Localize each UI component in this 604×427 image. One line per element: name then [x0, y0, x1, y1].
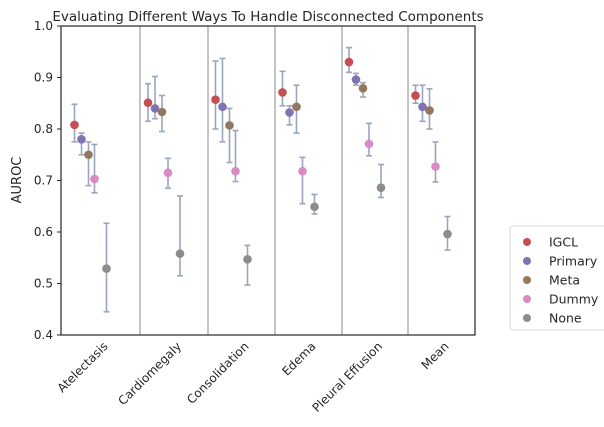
x-tick-label: Cardiomegaly — [115, 339, 184, 408]
legend-marker — [523, 238, 531, 246]
data-point — [157, 107, 167, 117]
plot-frame — [60, 25, 476, 336]
data-point — [376, 183, 386, 193]
data-point — [431, 162, 440, 171]
data-point — [243, 254, 252, 264]
data-point — [211, 95, 220, 104]
data-point — [84, 150, 93, 160]
x-tick-label: Edema — [279, 339, 318, 378]
data-point — [225, 121, 234, 130]
data-point — [351, 75, 361, 84]
legend-marker — [523, 257, 531, 265]
data-point — [218, 102, 227, 112]
legend-box — [509, 225, 604, 331]
data-point — [292, 102, 301, 112]
y-tick-label: 0.9 — [34, 71, 53, 85]
data-point — [418, 102, 427, 112]
data-point — [285, 108, 294, 117]
data-point — [411, 91, 420, 100]
y-tick-label: 0.8 — [34, 122, 53, 136]
x-tick-label: Consolidation — [184, 339, 252, 407]
legend-label: Dummy — [549, 292, 599, 307]
data-point — [344, 57, 354, 67]
data-point — [150, 104, 160, 113]
legend-label: Meta — [549, 273, 580, 288]
data-point — [364, 139, 374, 149]
data-point — [90, 174, 99, 184]
legend: IGCL Primary Meta Dummy None — [509, 225, 604, 331]
data-point — [77, 135, 86, 144]
data-point — [70, 120, 79, 130]
series-dummy — [90, 122, 440, 205]
x-tick-label: Mean — [419, 339, 452, 372]
data-point — [298, 166, 307, 176]
x-tick-label: Pleural Effusion — [309, 339, 385, 415]
legend-label: None — [549, 311, 582, 326]
data-point — [231, 166, 240, 176]
y-tick-label: 0.4 — [34, 328, 53, 342]
data-point — [425, 106, 434, 115]
data-point — [310, 202, 319, 212]
y-tick-label: 0.5 — [34, 277, 53, 291]
legend-label: IGCL — [549, 235, 578, 250]
data-point — [358, 84, 368, 93]
series-meta — [84, 81, 434, 187]
data-point — [443, 229, 452, 239]
x-tick-label: Atelectasis — [55, 339, 111, 395]
data-point — [102, 264, 111, 273]
y-tick-label: 0.7 — [34, 174, 53, 188]
series-igcl — [70, 46, 420, 143]
legend-marker — [523, 314, 531, 322]
plot-area: 0.4 0.5 0.6 0.7 0.8 0.9 1.0 Atelectasis Cardiome… — [34, 19, 476, 415]
series-primary — [77, 57, 427, 156]
data-point — [163, 168, 173, 178]
data-point — [143, 98, 153, 108]
data-point — [175, 249, 185, 258]
series-none — [102, 163, 452, 313]
y-axis-label: AUROC — [10, 157, 25, 204]
y-tick-label: 0.6 — [34, 225, 53, 239]
y-tick-label: 1.0 — [34, 19, 53, 33]
legend-marker — [523, 295, 531, 303]
data-point — [278, 88, 287, 97]
legend-marker — [523, 276, 531, 284]
chart-title: Evaluating Different Ways To Handle Disc… — [52, 9, 483, 25]
legend-label: Primary — [549, 254, 598, 269]
